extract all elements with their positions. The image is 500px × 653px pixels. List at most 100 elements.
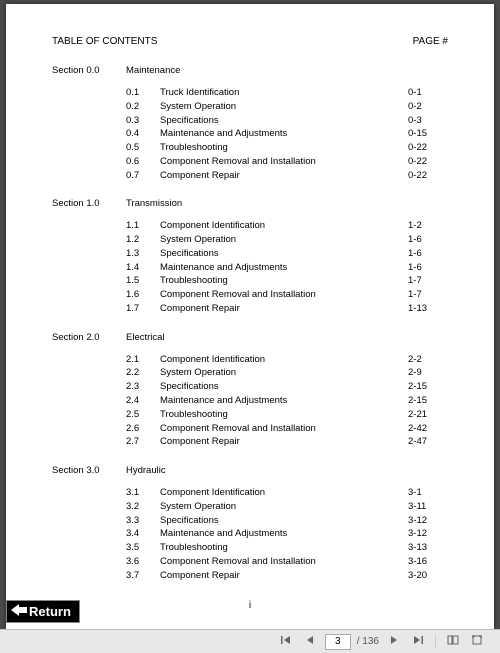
toc-item-page: 3-13 — [408, 541, 448, 555]
toc-item-number: 3.5 — [52, 541, 160, 555]
toc-item-number: 1.2 — [52, 233, 160, 247]
toc-item-number: 0.2 — [52, 100, 160, 114]
toc-item-page: 2-47 — [408, 435, 448, 449]
toc-item-name: Component Removal and Installation — [160, 288, 408, 302]
return-button-label: Return — [29, 604, 71, 619]
toc-item-page: 1-13 — [408, 302, 448, 316]
toc-row[interactable]: 1.1Component Identification1-2 — [52, 219, 448, 233]
toc-item-name: System Operation — [160, 500, 408, 514]
toc-item-number: 3.3 — [52, 514, 160, 528]
page-number-input[interactable] — [325, 634, 351, 650]
toc-item-page: 3-11 — [408, 500, 448, 514]
toc-item-number: 1.7 — [52, 302, 160, 316]
toc-item-number: 2.7 — [52, 435, 160, 449]
toc-row[interactable]: 3.2System Operation3-11 — [52, 500, 448, 514]
toc-item-name: Troubleshooting — [160, 274, 408, 288]
pdf-toolbar: / 136 — [0, 629, 500, 653]
toc-row[interactable]: 0.3Specifications0-3 — [52, 114, 448, 128]
toc-item-page: 3-1 — [408, 486, 448, 500]
toc-item-number: 2.1 — [52, 353, 160, 367]
toc-item-name: Troubleshooting — [160, 141, 408, 155]
last-page-button[interactable] — [409, 633, 427, 651]
toc-sections: Section 0.0Maintenance0.1Truck Identific… — [52, 65, 448, 582]
toc-item-page: 2-15 — [408, 394, 448, 408]
toc-item-number: 2.2 — [52, 366, 160, 380]
toc-item-page: 1-6 — [408, 247, 448, 261]
toc-row[interactable]: 2.2System Operation2-9 — [52, 366, 448, 380]
toc-row[interactable]: 0.1Truck Identification0-1 — [52, 86, 448, 100]
toc-item-page: 1-6 — [408, 261, 448, 275]
toc-row[interactable]: 2.7Component Repair2-47 — [52, 435, 448, 449]
next-page-button[interactable] — [385, 633, 403, 651]
toc-item-page: 2-9 — [408, 366, 448, 380]
toc-item-number: 3.6 — [52, 555, 160, 569]
section-name: Electrical — [126, 332, 165, 343]
toc-item-page: 0-15 — [408, 127, 448, 141]
toolbar-separator — [435, 635, 436, 649]
toc-row[interactable]: 2.1Component Identification2-2 — [52, 353, 448, 367]
toc-section: Section 3.0Hydraulic3.1Component Identif… — [52, 465, 448, 582]
toc-row[interactable]: 1.3Specifications1-6 — [52, 247, 448, 261]
toc-row[interactable]: 2.4Maintenance and Adjustments2-15 — [52, 394, 448, 408]
next-page-icon — [388, 634, 400, 649]
toc-item-name: System Operation — [160, 100, 408, 114]
toc-row[interactable]: 2.5Troubleshooting2-21 — [52, 408, 448, 422]
return-button[interactable]: Return — [6, 600, 80, 623]
toc-row[interactable]: 1.6Component Removal and Installation1-7 — [52, 288, 448, 302]
section-label: Section 0.0 — [52, 65, 126, 76]
toc-item-page: 1-7 — [408, 274, 448, 288]
prev-page-button[interactable] — [301, 633, 319, 651]
toc-title: TABLE OF CONTENTS — [52, 36, 157, 47]
toc-row[interactable]: 0.5Troubleshooting0-22 — [52, 141, 448, 155]
toc-section: Section 0.0Maintenance0.1Truck Identific… — [52, 65, 448, 182]
toc-row[interactable]: 3.5Troubleshooting3-13 — [52, 541, 448, 555]
toc-item-page: 3-12 — [408, 527, 448, 541]
toc-row[interactable]: 0.4Maintenance and Adjustments0-15 — [52, 127, 448, 141]
toc-item-number: 3.4 — [52, 527, 160, 541]
toc-item-name: Component Repair — [160, 569, 408, 583]
toc-item-page: 1-7 — [408, 288, 448, 302]
sidebar-toggle-button[interactable] — [444, 633, 462, 651]
toc-row[interactable]: 2.6Component Removal and Installation2-4… — [52, 422, 448, 436]
toc-row[interactable]: 1.2System Operation1-6 — [52, 233, 448, 247]
toc-item-number: 3.1 — [52, 486, 160, 500]
toc-item-page: 3-16 — [408, 555, 448, 569]
fullscreen-button[interactable] — [468, 633, 486, 651]
toc-row[interactable]: 1.5Troubleshooting1-7 — [52, 274, 448, 288]
toc-item-name: Component Removal and Installation — [160, 555, 408, 569]
toc-item-name: Specifications — [160, 247, 408, 261]
toc-row[interactable]: 2.3Specifications2-15 — [52, 380, 448, 394]
toc-item-number: 0.1 — [52, 86, 160, 100]
toc-item-number: 1.3 — [52, 247, 160, 261]
toc-item-page: 2-2 — [408, 353, 448, 367]
toc-row[interactable]: 3.1Component Identification3-1 — [52, 486, 448, 500]
toc-row[interactable]: 1.4Maintenance and Adjustments1-6 — [52, 261, 448, 275]
prev-page-icon — [304, 634, 316, 649]
toc-row[interactable]: 3.6Component Removal and Installation3-1… — [52, 555, 448, 569]
toc-row[interactable]: 0.7Component Repair0-22 — [52, 169, 448, 183]
toc-section-title: Section 2.0Electrical — [52, 332, 448, 343]
toc-item-number: 1.1 — [52, 219, 160, 233]
toc-row[interactable]: 3.7Component Repair3-20 — [52, 569, 448, 583]
toc-item-number: 2.3 — [52, 380, 160, 394]
toc-item-page: 2-42 — [408, 422, 448, 436]
toc-item-number: 0.3 — [52, 114, 160, 128]
toc-item-page: 0-22 — [408, 169, 448, 183]
toc-section: Section 2.0Electrical 2.1Component Identi… — [52, 332, 448, 449]
toc-item-page: 2-21 — [408, 408, 448, 422]
toc-item-page: 0-22 — [408, 141, 448, 155]
page-total-label: / 136 — [357, 636, 379, 647]
last-page-icon — [412, 634, 424, 649]
toc-row[interactable]: 0.6Component Removal and Installation0-2… — [52, 155, 448, 169]
toc-item-name: Troubleshooting — [160, 541, 408, 555]
toc-item-number: 1.6 — [52, 288, 160, 302]
toc-row[interactable]: 3.4Maintenance and Adjustments3-12 — [52, 527, 448, 541]
toc-row[interactable]: 1.7Component Repair1-13 — [52, 302, 448, 316]
toc-row[interactable]: 0.2System Operation0-2 — [52, 100, 448, 114]
first-page-button[interactable] — [277, 633, 295, 651]
toc-item-name: Component Identification — [160, 353, 408, 367]
toc-row[interactable]: 3.3Specifications3-12 — [52, 514, 448, 528]
toc-item-page: 0-1 — [408, 86, 448, 100]
toc-item-page: 0-2 — [408, 100, 448, 114]
return-arrow-icon — [11, 604, 29, 619]
